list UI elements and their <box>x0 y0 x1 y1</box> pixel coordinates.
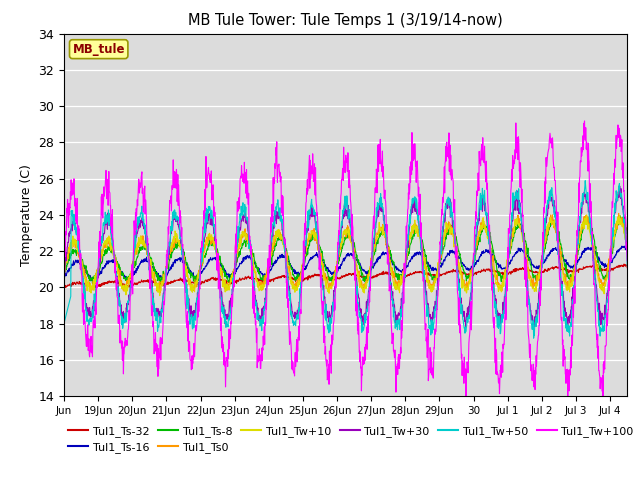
Tul1_Ts-32 <box>495 270 502 276</box>
Tul1_Ts-32 <box>60 283 68 289</box>
Tul1_Tw+100 <box>623 258 631 264</box>
Tul1_Tw+100 <box>60 252 68 258</box>
Tul1_Tw+10 <box>60 264 68 270</box>
Tul1_Ts-16 <box>623 248 631 253</box>
Tul1_Ts0 <box>305 239 312 244</box>
Tul1_Ts0 <box>615 211 623 216</box>
Tul1_Tw+30 <box>580 196 588 202</box>
Tul1_Tw+10 <box>156 293 164 299</box>
Tul1_Tw+10 <box>139 242 147 248</box>
Tul1_Tw+100 <box>139 186 147 192</box>
Tul1_Ts-16 <box>60 276 68 281</box>
Tul1_Tw+100 <box>304 184 312 190</box>
Tul1_Ts-16 <box>92 278 99 284</box>
Tul1_Ts-16 <box>500 265 508 271</box>
Line: Tul1_Tw+50: Tul1_Tw+50 <box>64 180 627 338</box>
Tul1_Ts-32 <box>276 274 284 280</box>
Tul1_Ts0 <box>495 280 502 286</box>
Tul1_Ts-8 <box>60 273 68 278</box>
Tul1_Tw+50 <box>275 213 283 219</box>
Tul1_Ts-32 <box>90 285 97 290</box>
Tul1_Tw+30 <box>275 215 283 221</box>
Line: Tul1_Tw+100: Tul1_Tw+100 <box>64 121 627 396</box>
Tul1_Tw+50 <box>304 208 312 214</box>
Tul1_Ts-16 <box>276 254 284 260</box>
Line: Tul1_Tw+10: Tul1_Tw+10 <box>64 215 627 296</box>
Tul1_Ts-8 <box>305 245 312 251</box>
Line: Tul1_Tw+30: Tul1_Tw+30 <box>64 186 627 328</box>
Tul1_Tw+100 <box>495 380 502 385</box>
Tul1_Ts0 <box>276 235 284 241</box>
Tul1_Ts-8 <box>580 224 588 230</box>
Tul1_Tw+30 <box>304 228 312 233</box>
Tul1_Tw+30 <box>139 223 147 229</box>
Tul1_Ts-32 <box>500 270 508 276</box>
Line: Tul1_Ts0: Tul1_Ts0 <box>64 214 627 292</box>
Tul1_Ts0 <box>580 216 588 222</box>
Tul1_Ts-16 <box>305 260 312 265</box>
Tul1_Tw+10 <box>583 212 591 218</box>
Tul1_Ts-8 <box>276 234 284 240</box>
Tul1_Ts-8 <box>623 229 631 235</box>
Tul1_Tw+30 <box>616 183 623 189</box>
Tul1_Tw+30 <box>60 271 68 277</box>
Tul1_Tw+10 <box>623 246 631 252</box>
Tul1_Ts0 <box>623 245 631 251</box>
Line: Tul1_Ts-32: Tul1_Ts-32 <box>64 264 627 288</box>
Tul1_Ts-16 <box>495 261 502 267</box>
Tul1_Ts-8 <box>140 243 147 249</box>
Tul1_Ts-32 <box>623 264 631 270</box>
Tul1_Tw+10 <box>500 283 508 289</box>
Legend: Tul1_Ts-32, Tul1_Ts-16, Tul1_Ts-8, Tul1_Ts0, Tul1_Tw+10, Tul1_Tw+30, Tul1_Tw+50,: Tul1_Ts-32, Tul1_Ts-16, Tul1_Ts-8, Tul1_… <box>64 421 638 457</box>
Tul1_Ts-8 <box>495 269 502 275</box>
Tul1_Tw+30 <box>462 325 470 331</box>
Tul1_Ts-32 <box>140 278 147 284</box>
Tul1_Ts0 <box>139 238 147 244</box>
Tul1_Tw+10 <box>580 223 588 228</box>
Tul1_Tw+100 <box>580 118 588 124</box>
Tul1_Tw+30 <box>623 247 631 253</box>
Tul1_Tw+100 <box>500 341 508 347</box>
Tul1_Ts-16 <box>618 243 626 249</box>
Text: MB_tule: MB_tule <box>72 43 125 56</box>
Tul1_Tw+30 <box>495 310 502 316</box>
Tul1_Tw+100 <box>275 167 283 172</box>
Tul1_Tw+100 <box>580 120 588 126</box>
Tul1_Tw+50 <box>139 211 147 216</box>
Tul1_Ts0 <box>500 272 508 278</box>
Tul1_Ts-8 <box>500 275 508 280</box>
Tul1_Tw+10 <box>305 234 312 240</box>
Tul1_Tw+50 <box>60 321 68 326</box>
Tul1_Ts-32 <box>305 276 312 282</box>
Tul1_Ts-8 <box>88 280 96 286</box>
Tul1_Tw+50 <box>623 263 631 268</box>
Tul1_Tw+10 <box>276 227 284 233</box>
Tul1_Tw+50 <box>500 315 508 321</box>
Tul1_Ts-16 <box>580 248 588 253</box>
Tul1_Tw+50 <box>494 314 502 320</box>
Tul1_Tw+100 <box>462 393 470 399</box>
Line: Tul1_Ts-16: Tul1_Ts-16 <box>64 246 627 281</box>
Line: Tul1_Ts-8: Tul1_Ts-8 <box>64 216 627 283</box>
Tul1_Tw+50 <box>581 178 589 183</box>
Tul1_Tw+30 <box>500 302 508 308</box>
Tul1_Ts-16 <box>140 258 147 264</box>
Y-axis label: Temperature (C): Temperature (C) <box>20 164 33 266</box>
Title: MB Tule Tower: Tule Temps 1 (3/19/14-now): MB Tule Tower: Tule Temps 1 (3/19/14-now… <box>188 13 503 28</box>
Tul1_Tw+50 <box>580 192 588 197</box>
Tul1_Ts-32 <box>580 264 588 270</box>
Tul1_Ts0 <box>60 263 68 268</box>
Tul1_Ts-32 <box>620 261 628 267</box>
Tul1_Ts0 <box>157 289 164 295</box>
Tul1_Tw+50 <box>530 336 538 341</box>
Tul1_Ts-8 <box>616 213 624 218</box>
Tul1_Tw+10 <box>495 288 502 294</box>
